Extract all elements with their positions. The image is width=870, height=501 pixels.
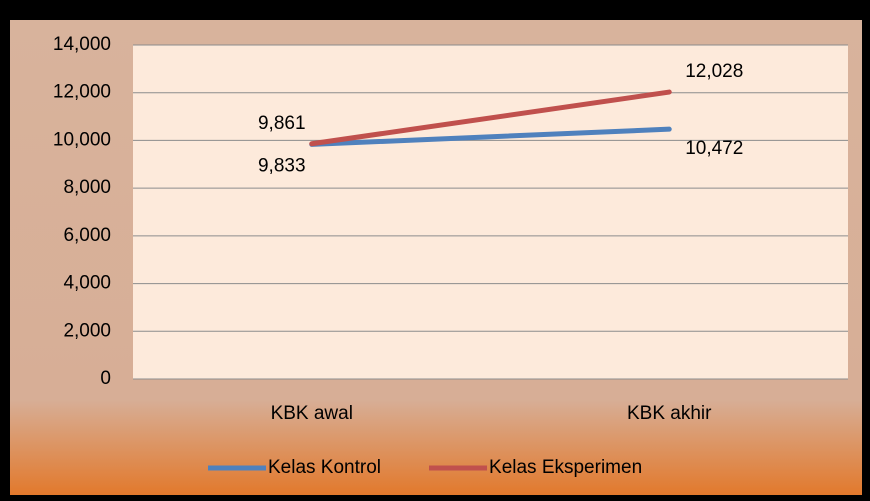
data-label: 9,833 <box>258 155 306 176</box>
data-label: 12,028 <box>685 61 743 82</box>
y-tick-label: 8,000 <box>63 177 111 198</box>
y-tick-label: 4,000 <box>63 273 111 294</box>
series-line <box>309 126 672 147</box>
y-tick-label: 10,000 <box>53 129 111 150</box>
x-tick-label: KBK akhir <box>627 403 712 424</box>
data-label: 9,861 <box>258 113 306 134</box>
legend-label: Kelas Eksperimen <box>489 457 642 478</box>
y-tick-label: 0 <box>100 368 111 389</box>
series-line <box>309 89 672 147</box>
data-label: 10,472 <box>685 138 743 159</box>
plot-area <box>133 45 848 379</box>
y-tick-label: 14,000 <box>53 34 111 55</box>
y-tick-label: 2,000 <box>63 320 111 341</box>
y-tick-label: 6,000 <box>63 225 111 246</box>
legend-label: Kelas Kontrol <box>268 457 381 478</box>
y-tick-label: 12,000 <box>53 82 111 103</box>
x-tick-label: KBK awal <box>271 403 353 424</box>
